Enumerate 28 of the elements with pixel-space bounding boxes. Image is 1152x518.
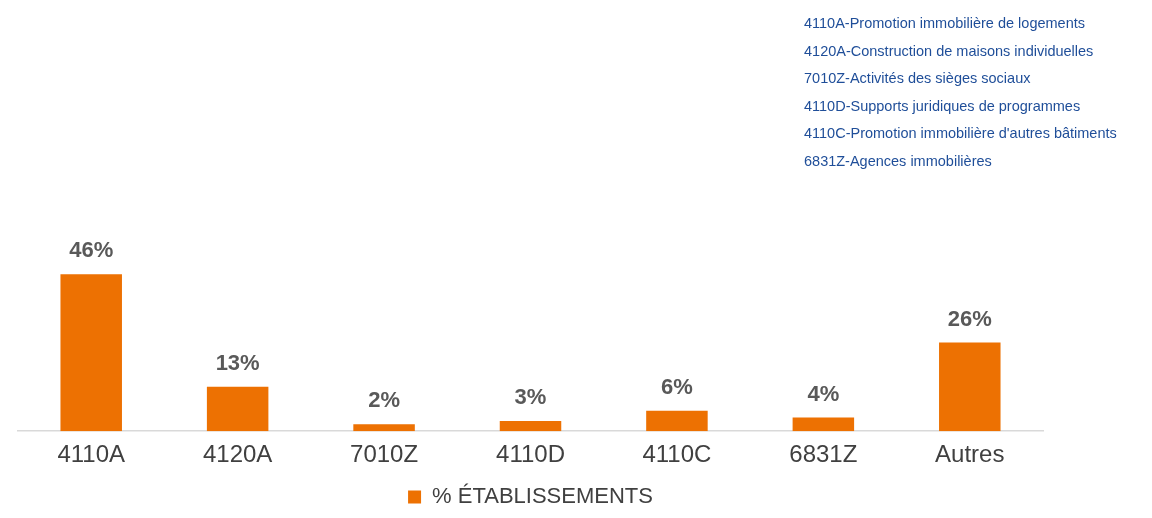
- data-label: 13%: [215, 349, 260, 375]
- text: 4110A-Promotion immobilière de logements: [804, 14, 1086, 33]
- bar: [353, 424, 415, 432]
- bar: [646, 410, 708, 432]
- data-label: 2%: [368, 387, 400, 413]
- bar: [939, 342, 1001, 432]
- bar: [60, 274, 122, 432]
- x-tick-label: 6831Z: [789, 440, 858, 468]
- x-tick-label: 4110A: [57, 440, 126, 468]
- x-tick-label: Autres: [935, 440, 1005, 468]
- x-tick-label: 7010Z: [350, 440, 419, 468]
- x-tick-label: 4120A: [202, 440, 273, 468]
- x-tick-label: 4110D: [496, 440, 565, 468]
- bar: [206, 386, 269, 432]
- text: 4110C-Promotion immobilière d'autres bâtiments: [804, 124, 1117, 143]
- data-label: 3%: [514, 384, 547, 410]
- text: 6831Z-Agences immobilières: [804, 151, 993, 171]
- data-label: 26%: [947, 305, 992, 331]
- data-label: 46%: [69, 237, 114, 263]
- text: 4110D-Supports juridiques de programmes: [804, 96, 1082, 116]
- legend-label: % ÉTABLISSEMENTS: [432, 483, 653, 509]
- data-label: 4%: [807, 380, 840, 406]
- text: 4120A-Construction de maisons individuelles: [804, 41, 1095, 61]
- data-label: 6%: [661, 373, 693, 399]
- text: 7010Z-Activités des sièges sociaux: [804, 69, 1032, 88]
- x-tick-label: 4110C: [642, 440, 712, 468]
- bar: [792, 417, 855, 432]
- bar: [499, 420, 562, 432]
